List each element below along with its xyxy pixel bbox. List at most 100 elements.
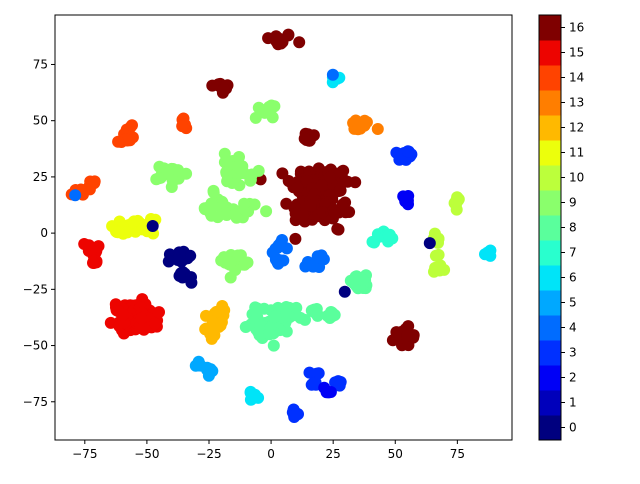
cluster-54-class-3 [303, 366, 325, 380]
scatter-point [136, 321, 149, 334]
scatter-point [325, 306, 338, 319]
cluster-1-class-16 [206, 77, 234, 99]
scatter-point [324, 386, 337, 398]
cluster-20-class-12 [199, 313, 228, 345]
cluster-2-class-16 [298, 127, 320, 147]
scatter-point [311, 308, 324, 321]
scatter-point [402, 339, 415, 352]
scatter-point [241, 256, 254, 269]
scatter-point [153, 306, 165, 319]
scatter-point [273, 32, 286, 45]
scatter-point [291, 181, 304, 194]
scatter-point [293, 36, 306, 49]
scatter-point [117, 308, 129, 321]
colorbar-segment [539, 340, 561, 366]
colorbar-tick-label: 9 [569, 196, 577, 210]
y-tick-label: −25 [23, 282, 48, 296]
scatter-point [274, 236, 287, 249]
scatter-point [260, 205, 273, 218]
scatter-point [153, 160, 166, 173]
scatter-point [171, 254, 184, 266]
scatter-point [267, 339, 280, 352]
cluster-39-class-8 [344, 269, 373, 295]
colorbar-segment [539, 15, 561, 41]
y-tick-label: −50 [23, 339, 48, 353]
colorbar-tick-label: 1 [569, 396, 577, 410]
cluster-22-class-11 [106, 215, 135, 240]
cluster-47-class-4 [269, 252, 290, 270]
x-tick-label: 50 [388, 447, 403, 461]
plot-frame [54, 14, 513, 441]
scatter-point [263, 328, 276, 341]
cluster-61-class-0 [173, 266, 198, 289]
y-tick-label: 0 [40, 226, 48, 240]
colorbar-segment [539, 115, 561, 141]
scatter-point [289, 232, 302, 245]
scatter-point [390, 326, 403, 339]
colorbar-segment [539, 40, 561, 66]
colorbar-segment [539, 65, 561, 91]
scatter-point [217, 83, 230, 96]
colorbar-tick-label: 14 [569, 71, 584, 85]
colorbar-segment [539, 190, 561, 216]
cluster-43-class-6 [244, 385, 265, 406]
scatter-point [304, 199, 317, 212]
cluster-63-class-0 [423, 237, 436, 250]
scatter-point [269, 310, 282, 323]
cluster-32-class-9 [220, 197, 273, 224]
scatter-point [211, 211, 224, 224]
cluster-62-class-0 [146, 220, 159, 232]
scatter-point [357, 274, 369, 287]
scatter-point [323, 171, 336, 184]
colorbar-tick-label: 7 [569, 246, 577, 260]
scatter-point [136, 223, 149, 236]
cluster-11-class-15 [78, 238, 105, 262]
scatter-point [312, 367, 325, 380]
colorbar-tick-label: 12 [569, 121, 584, 135]
scatter-point [429, 249, 442, 262]
scatter-point [206, 79, 219, 92]
colorbar-tick-label: 13 [569, 96, 584, 110]
y-axis: −75 −50 −25 0 25 50 75 [23, 57, 55, 409]
scatter-point [166, 174, 179, 187]
scatter-point [371, 123, 384, 135]
cluster-56-class-3 [329, 375, 347, 392]
cluster-29-class-9 [220, 161, 265, 192]
scatter-point [251, 302, 264, 315]
cluster-34-class-9 [207, 184, 220, 199]
cluster-38-class-8 [321, 306, 341, 324]
scatter-point [69, 189, 82, 202]
colorbar-tick-label: 4 [569, 321, 577, 335]
scatter-point [205, 201, 218, 214]
cluster-58-class-2 [397, 190, 415, 211]
scatter-point [313, 251, 326, 264]
colorbar-tick-label: 3 [569, 346, 577, 360]
scatter-point [248, 198, 261, 211]
scatter-point [244, 173, 257, 186]
cluster-6-class-16 [331, 223, 345, 236]
scatter-point [289, 207, 302, 220]
x-tick-label: 75 [450, 447, 465, 461]
x-tick-label: 25 [326, 447, 341, 461]
cluster-53-class-3 [401, 145, 417, 163]
scatter-point [433, 263, 446, 276]
cluster-7-class-16 [386, 320, 420, 352]
scatter-point [280, 197, 293, 210]
cluster-10-class-15 [132, 306, 165, 336]
scatter-point [87, 257, 100, 269]
scatter-point [146, 220, 159, 232]
scatter-point [269, 252, 282, 265]
colorbar-segment [539, 390, 561, 416]
scatter-point [224, 271, 237, 284]
scatter-point [393, 153, 406, 166]
scatter-point [450, 203, 463, 216]
scatter-point [307, 377, 320, 390]
colorbar-segment [539, 265, 561, 291]
cluster-30-class-9 [249, 99, 281, 124]
scatter-point [244, 385, 257, 398]
cluster-46-class-4 [266, 234, 293, 259]
scatter-point [205, 332, 218, 345]
scatter-point [230, 211, 243, 224]
x-tick-label: −50 [134, 447, 159, 461]
